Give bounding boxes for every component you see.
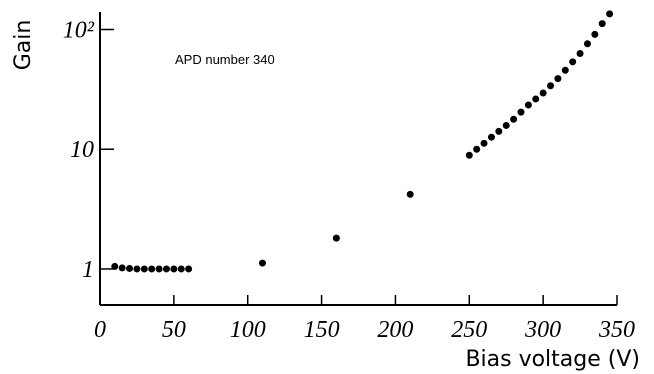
annotation: APD number 340 xyxy=(175,52,275,67)
point xyxy=(480,139,488,147)
point xyxy=(532,95,540,103)
point xyxy=(583,40,591,48)
point xyxy=(524,101,532,109)
point xyxy=(591,30,599,38)
point xyxy=(155,265,163,273)
point xyxy=(111,262,119,270)
point xyxy=(495,127,503,135)
x-tick-label: 200 xyxy=(377,317,413,343)
x-tick-label: 50 xyxy=(162,317,186,343)
x-tick-label: 100 xyxy=(230,317,266,343)
x-axis-label: Bias voltage (V) xyxy=(465,347,640,372)
point xyxy=(502,121,510,129)
point xyxy=(148,265,156,273)
point xyxy=(170,265,178,273)
x-tick-label: 300 xyxy=(524,317,561,343)
point xyxy=(598,20,606,28)
x-tick-label: 0 xyxy=(94,317,106,343)
point xyxy=(473,145,481,153)
point xyxy=(561,66,569,74)
point xyxy=(487,133,495,141)
point xyxy=(465,151,473,159)
point xyxy=(162,265,170,273)
point xyxy=(332,234,340,242)
x-tick-label: 250 xyxy=(451,317,487,343)
point xyxy=(606,10,614,18)
point xyxy=(185,265,193,273)
y-axis-label: Gain xyxy=(11,20,36,71)
y-tick-label: 10² xyxy=(63,17,95,43)
x-tick-label: 150 xyxy=(304,317,340,343)
point xyxy=(177,265,185,273)
y-tick-label: 1 xyxy=(82,257,94,283)
point xyxy=(140,265,148,273)
point xyxy=(554,75,562,83)
point xyxy=(133,265,141,273)
point xyxy=(118,264,126,272)
point xyxy=(576,50,584,58)
point xyxy=(510,115,518,123)
point xyxy=(517,108,525,116)
point xyxy=(126,264,134,272)
point xyxy=(547,82,555,90)
point xyxy=(539,89,547,97)
point xyxy=(406,190,414,198)
point xyxy=(258,259,266,267)
x-tick-label: 350 xyxy=(598,317,635,343)
point xyxy=(569,58,577,66)
y-tick-label: 10 xyxy=(70,137,94,163)
